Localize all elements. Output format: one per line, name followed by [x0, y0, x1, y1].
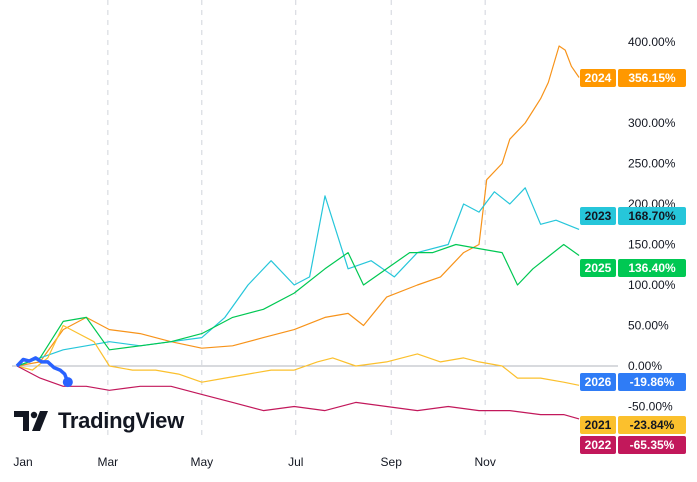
price-tag-year-bg — [580, 69, 616, 87]
price-tag-2025[interactable]: 2025 136.40% — [580, 259, 686, 277]
tradingview-logo[interactable]: TradingView — [14, 408, 184, 434]
price-tag-year: 2024 — [585, 71, 612, 85]
price-tag-2023[interactable]: 2023 168.70% — [580, 207, 686, 225]
price-tag-year: 2021 — [585, 418, 612, 432]
y-tick-label: 100.00% — [628, 278, 676, 292]
price-tag-value-bg — [618, 416, 686, 434]
y-tick-label: 0.00% — [628, 359, 662, 373]
series-line-2021 — [16, 324, 580, 386]
price-tag-year: 2025 — [585, 261, 612, 275]
series-line-2024 — [16, 45, 580, 367]
y-tick-label: -50.00% — [628, 400, 673, 414]
y-tick-label: 50.00% — [628, 319, 669, 333]
price-tag-value: 136.40% — [628, 261, 676, 275]
series-line-2023 — [16, 187, 580, 367]
price-tag-year-bg — [580, 436, 616, 454]
price-tag-year-bg — [580, 416, 616, 434]
price-tag-year: 2026 — [585, 375, 612, 389]
price-tag-year: 2023 — [585, 209, 612, 223]
y-tick-label: 300.00% — [628, 116, 676, 130]
price-tag-value-bg — [618, 259, 686, 277]
y-tick-label: 250.00% — [628, 157, 676, 171]
price-tag-value: 356.15% — [628, 71, 676, 85]
price-tag-value-bg — [618, 207, 686, 225]
price-tag-2026[interactable]: 2026 -19.86% — [580, 373, 686, 391]
x-tick-label: May — [190, 455, 213, 469]
price-tag-2024[interactable]: 2024 356.15% — [580, 69, 686, 87]
price-tag-year-bg — [580, 373, 616, 391]
x-tick-label: Sep — [381, 455, 403, 469]
price-tag-2022[interactable]: 2022 -65.35% — [580, 436, 686, 454]
x-tick-label: Jul — [288, 455, 303, 469]
price-tag-value: 168.70% — [628, 209, 676, 223]
series-line-2026 — [15, 356, 70, 383]
tradingview-logo-text: TradingView — [58, 408, 184, 433]
x-tick-label: Mar — [98, 455, 119, 469]
price-tag-year-bg — [580, 259, 616, 277]
price-tag-value-bg — [618, 436, 686, 454]
series-line-2022 — [16, 365, 580, 420]
y-tick-label: 400.00% — [628, 35, 676, 49]
price-tag-value: -19.86% — [630, 375, 675, 389]
price-tag-value: -23.84% — [630, 418, 675, 432]
x-tick-label: Jan — [13, 455, 32, 469]
price-tag-year: 2022 — [585, 438, 612, 452]
price-tag-2021[interactable]: 2021 -23.84% — [580, 416, 686, 434]
price-tag-value-bg — [618, 373, 686, 391]
tradingview-logo-icon — [14, 411, 48, 431]
price-tag-value-bg — [618, 69, 686, 87]
price-tag-year-bg — [580, 207, 616, 225]
series-end-dot-2026 — [62, 377, 73, 388]
series-line-2025 — [16, 243, 580, 367]
price-tag-value: -65.35% — [630, 438, 675, 452]
x-tick-label: Nov — [474, 455, 495, 469]
y-tick-label: 150.00% — [628, 238, 676, 252]
